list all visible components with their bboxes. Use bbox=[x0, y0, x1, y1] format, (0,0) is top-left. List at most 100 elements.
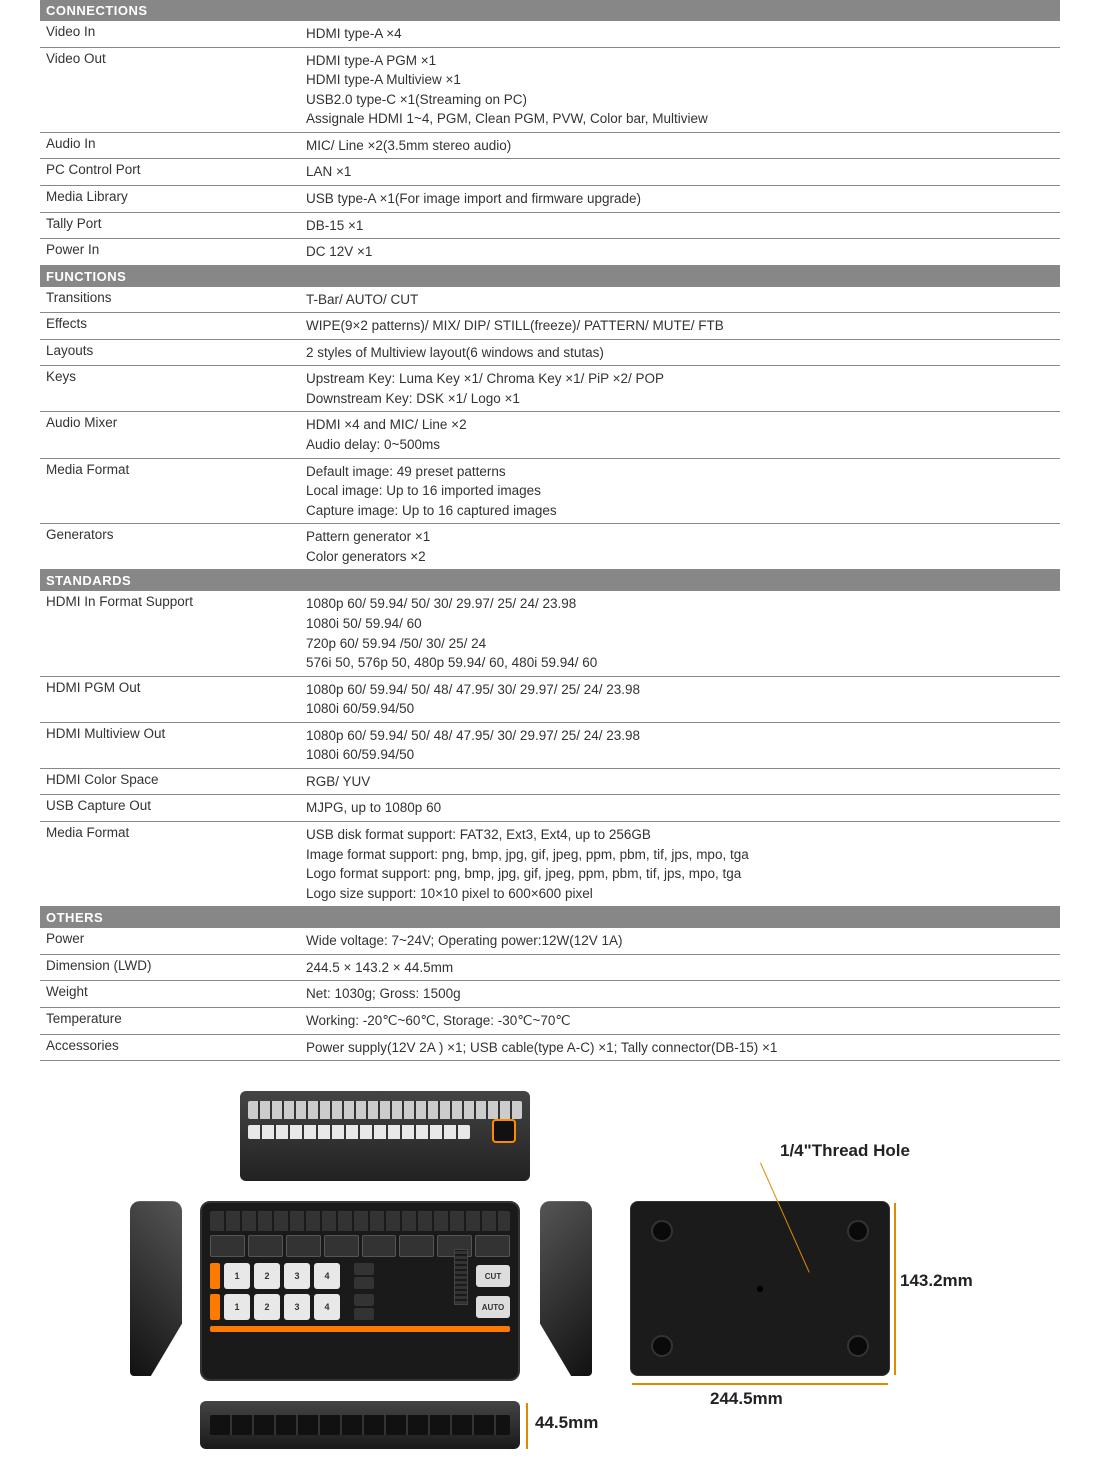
device-knob-icon bbox=[492, 1119, 516, 1143]
spec-value: USB disk format support: FAT32, Ext3, Ex… bbox=[300, 822, 1060, 907]
spec-value: HDMI type-A PGM ×1HDMI type-A Multiview … bbox=[300, 47, 1060, 132]
section-header: STANDARDS bbox=[40, 570, 1060, 592]
spec-row: HDMI Color Space RGB/ YUV bbox=[40, 768, 1060, 795]
dimension-depth-label: 44.5mm bbox=[535, 1413, 598, 1433]
spec-row: Transitions T-Bar/ AUTO/ CUT bbox=[40, 287, 1060, 313]
pgm-btn-2: 2 bbox=[254, 1263, 280, 1289]
spec-value-line: 1080i 60/59.94/50 bbox=[306, 745, 1054, 765]
spec-value: DB-15 ×1 bbox=[300, 212, 1060, 239]
device-side-right bbox=[540, 1201, 592, 1376]
spec-value-line: USB type-A ×1(For image import and firmw… bbox=[306, 189, 1054, 209]
spec-label: HDMI PGM Out bbox=[40, 676, 300, 722]
spec-label: Transitions bbox=[40, 287, 300, 313]
spec-value-line: Net: 1030g; Gross: 1500g bbox=[306, 984, 1054, 1004]
spec-value: Net: 1030g; Gross: 1500g bbox=[300, 981, 1060, 1008]
spec-label: USB Capture Out bbox=[40, 795, 300, 822]
spec-value: Working: -20℃~60℃, Storage: -30℃~70℃ bbox=[300, 1007, 1060, 1034]
spec-row: Dimension (LWD)244.5 × 143.2 × 44.5mm bbox=[40, 954, 1060, 981]
spec-value: 1080p 60/ 59.94/ 50/ 30/ 29.97/ 25/ 24/ … bbox=[300, 591, 1060, 676]
spec-label: Media Library bbox=[40, 185, 300, 212]
spec-row: Effects WIPE(9×2 patterns)/ MIX/ DIP/ STI… bbox=[40, 313, 1060, 340]
spec-value-line: 1080i 60/59.94/50 bbox=[306, 699, 1054, 719]
spec-label: Effects bbox=[40, 313, 300, 340]
spec-value-line: 244.5 × 143.2 × 44.5mm bbox=[306, 958, 1054, 978]
section-header: FUNCTIONS bbox=[40, 265, 1060, 287]
spec-label: PC Control Port bbox=[40, 159, 300, 186]
spec-row: HDMI Multiview Out1080p 60/ 59.94/ 50/ 4… bbox=[40, 722, 1060, 768]
spec-value-line: 2 styles of Multiview layout(6 windows a… bbox=[306, 343, 1054, 363]
spec-value-line: Logo format support: png, bmp, jpg, gif,… bbox=[306, 864, 1054, 884]
spec-value-line: 1080p 60/ 59.94/ 50/ 30/ 29.97/ 25/ 24/ … bbox=[306, 594, 1054, 614]
device-front-view: 1 2 3 4 CUT 1 2 3 4 AUTO bbox=[200, 1201, 520, 1381]
auto-button: AUTO bbox=[476, 1296, 510, 1318]
spec-value-line: WIPE(9×2 patterns)/ MIX/ DIP/ STILL(free… bbox=[306, 316, 1054, 336]
pvw-btn-4: 4 bbox=[314, 1294, 340, 1320]
spec-label: Accessories bbox=[40, 1034, 300, 1061]
spec-label: Weight bbox=[40, 981, 300, 1008]
spec-value-line: DC 12V ×1 bbox=[306, 242, 1054, 262]
spec-value-line: Audio delay: 0~500ms bbox=[306, 435, 1054, 455]
spec-label: Video In bbox=[40, 21, 300, 47]
spec-value-line: HDMI type-A Multiview ×1 bbox=[306, 70, 1054, 90]
section-header: OTHERS bbox=[40, 907, 1060, 929]
thread-hole-icon bbox=[757, 1286, 763, 1292]
spec-value-line: Power supply(12V 2A ) ×1; USB cable(type… bbox=[306, 1038, 1054, 1058]
spec-value-line: RGB/ YUV bbox=[306, 772, 1054, 792]
spec-label: Audio Mixer bbox=[40, 412, 300, 458]
dimension-width-label: 244.5mm bbox=[710, 1389, 783, 1409]
spec-value-line: Wide voltage: 7~24V; Operating power:12W… bbox=[306, 931, 1054, 951]
spec-row: Weight Net: 1030g; Gross: 1500g bbox=[40, 981, 1060, 1008]
spec-label: Media Format bbox=[40, 822, 300, 907]
spec-label: Power bbox=[40, 928, 300, 954]
dimension-height-label: 143.2mm bbox=[900, 1271, 973, 1291]
spec-value-line: Pattern generator ×1 bbox=[306, 527, 1054, 547]
spec-table: CONNECTIONSVideo In HDMI type-A ×4 Video O… bbox=[40, 0, 1060, 1061]
spec-row: Media Format USB disk format support: FAT… bbox=[40, 822, 1060, 907]
device-side-left bbox=[130, 1201, 182, 1376]
spec-row: Video In HDMI type-A ×4 bbox=[40, 21, 1060, 47]
pvw-btn-3: 3 bbox=[284, 1294, 310, 1320]
spec-label: HDMI Color Space bbox=[40, 768, 300, 795]
spec-row: Video OutHDMI type-A PGM ×1HDMI type-A M… bbox=[40, 47, 1060, 132]
spec-value: MIC/ Line ×2(3.5mm stereo audio) bbox=[300, 132, 1060, 159]
thread-hole-label: 1/4"Thread Hole bbox=[780, 1141, 910, 1161]
spec-label: Power In bbox=[40, 239, 300, 266]
spec-value-line: HDMI type-A ×4 bbox=[306, 24, 1054, 44]
dimension-width-line bbox=[632, 1383, 888, 1385]
spec-value-line: LAN ×1 bbox=[306, 162, 1054, 182]
spec-value: Pattern generator ×1Color generators ×2 bbox=[300, 524, 1060, 570]
cut-button: CUT bbox=[476, 1265, 510, 1287]
pgm-btn-3: 3 bbox=[284, 1263, 310, 1289]
spec-value: HDMI type-A ×4 bbox=[300, 21, 1060, 47]
spec-row: Power In DC 12V ×1 bbox=[40, 239, 1060, 266]
spec-label: HDMI Multiview Out bbox=[40, 722, 300, 768]
spec-row: HDMI In Format Support1080p 60/ 59.94/ 5… bbox=[40, 591, 1060, 676]
spec-value: HDMI ×4 and MIC/ Line ×2Audio delay: 0~5… bbox=[300, 412, 1060, 458]
pvw-btn-1: 1 bbox=[224, 1294, 250, 1320]
spec-value-line: Downstream Key: DSK ×1/ Logo ×1 bbox=[306, 389, 1054, 409]
device-top-view bbox=[240, 1091, 530, 1181]
spec-value: DC 12V ×1 bbox=[300, 239, 1060, 266]
spec-row: Media Library USB type-A ×1(For image imp… bbox=[40, 185, 1060, 212]
spec-row: HDMI PGM Out1080p 60/ 59.94/ 50/ 48/ 47.… bbox=[40, 676, 1060, 722]
spec-row: USB Capture OutMJPG, up to 1080p 60 bbox=[40, 795, 1060, 822]
spec-row: Media FormatDefault image: 49 preset pat… bbox=[40, 458, 1060, 524]
dimension-height-line bbox=[894, 1203, 896, 1375]
spec-value: USB type-A ×1(For image import and firmw… bbox=[300, 185, 1060, 212]
spec-value-line: Logo size support: 10×10 pixel to 600×60… bbox=[306, 884, 1054, 904]
spec-value: LAN ×1 bbox=[300, 159, 1060, 186]
device-rear-view bbox=[200, 1401, 520, 1449]
spec-value-line: HDMI type-A PGM ×1 bbox=[306, 51, 1054, 71]
spec-value: 2 styles of Multiview layout(6 windows a… bbox=[300, 339, 1060, 366]
spec-label: Layouts bbox=[40, 339, 300, 366]
tbar-icon bbox=[454, 1249, 468, 1305]
spec-row: Audio InMIC/ Line ×2(3.5mm stereo audio) bbox=[40, 132, 1060, 159]
spec-value-line: USB disk format support: FAT32, Ext3, Ex… bbox=[306, 825, 1054, 845]
spec-row: KeysUpstream Key: Luma Key ×1/ Chroma Ke… bbox=[40, 366, 1060, 412]
section-title: CONNECTIONS bbox=[40, 0, 1060, 21]
spec-label: Video Out bbox=[40, 47, 300, 132]
spec-value: Upstream Key: Luma Key ×1/ Chroma Key ×1… bbox=[300, 366, 1060, 412]
spec-value-line: T-Bar/ AUTO/ CUT bbox=[306, 290, 1054, 310]
spec-value: T-Bar/ AUTO/ CUT bbox=[300, 287, 1060, 313]
spec-label: Temperature bbox=[40, 1007, 300, 1034]
